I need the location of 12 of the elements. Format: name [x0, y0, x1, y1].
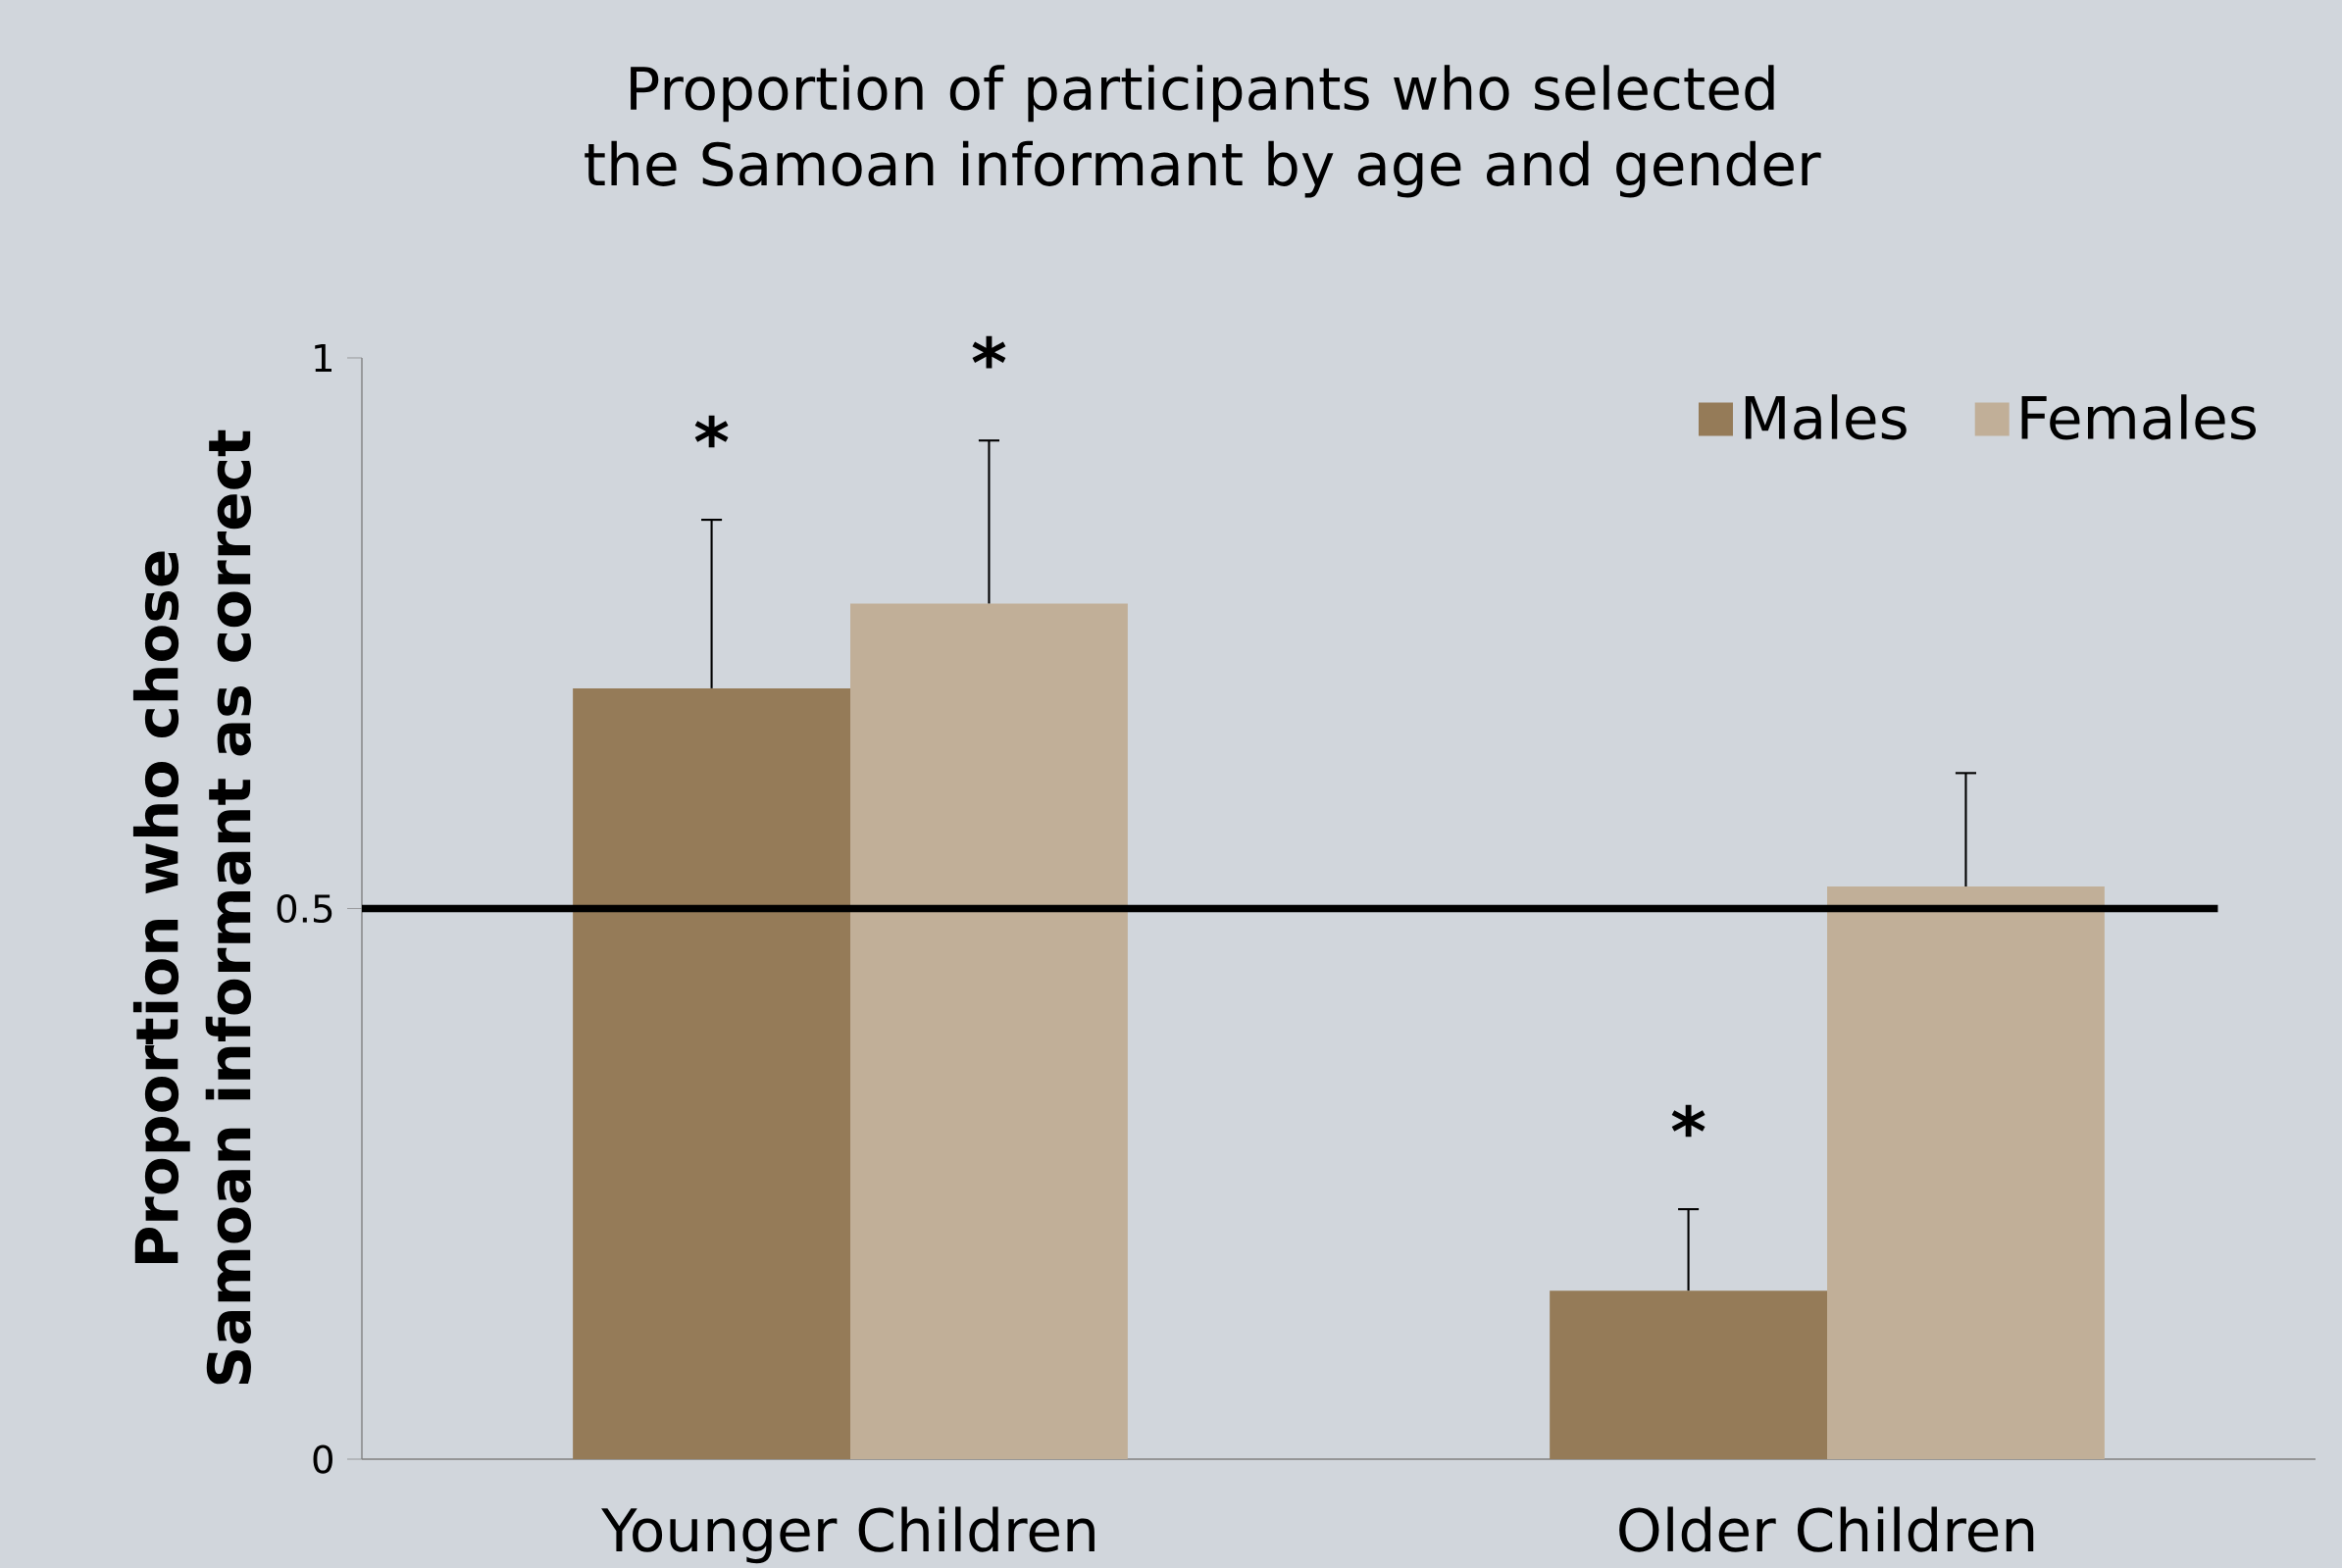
x-tick-label: Younger Children: [601, 1506, 1095, 1564]
legend-label: Females: [2021, 394, 2257, 440]
legend-label: Males: [1745, 394, 1907, 440]
y-tick-label: 0.5: [277, 893, 332, 924]
annotation: *: [1671, 1104, 1706, 1138]
annotation: *: [694, 415, 729, 448]
x-tick-label: Older Children: [1619, 1506, 2034, 1552]
y-tick-label: 1: [315, 343, 331, 373]
annotation: *: [972, 335, 1006, 369]
chart-title: Proportion of participants who selected the Samoan informant by age and gender: [585, 65, 1821, 198]
y-axis-title: Proportion who chose Samoan informant as correct: [132, 430, 251, 1385]
y-tick-label: 0: [313, 1444, 332, 1474]
